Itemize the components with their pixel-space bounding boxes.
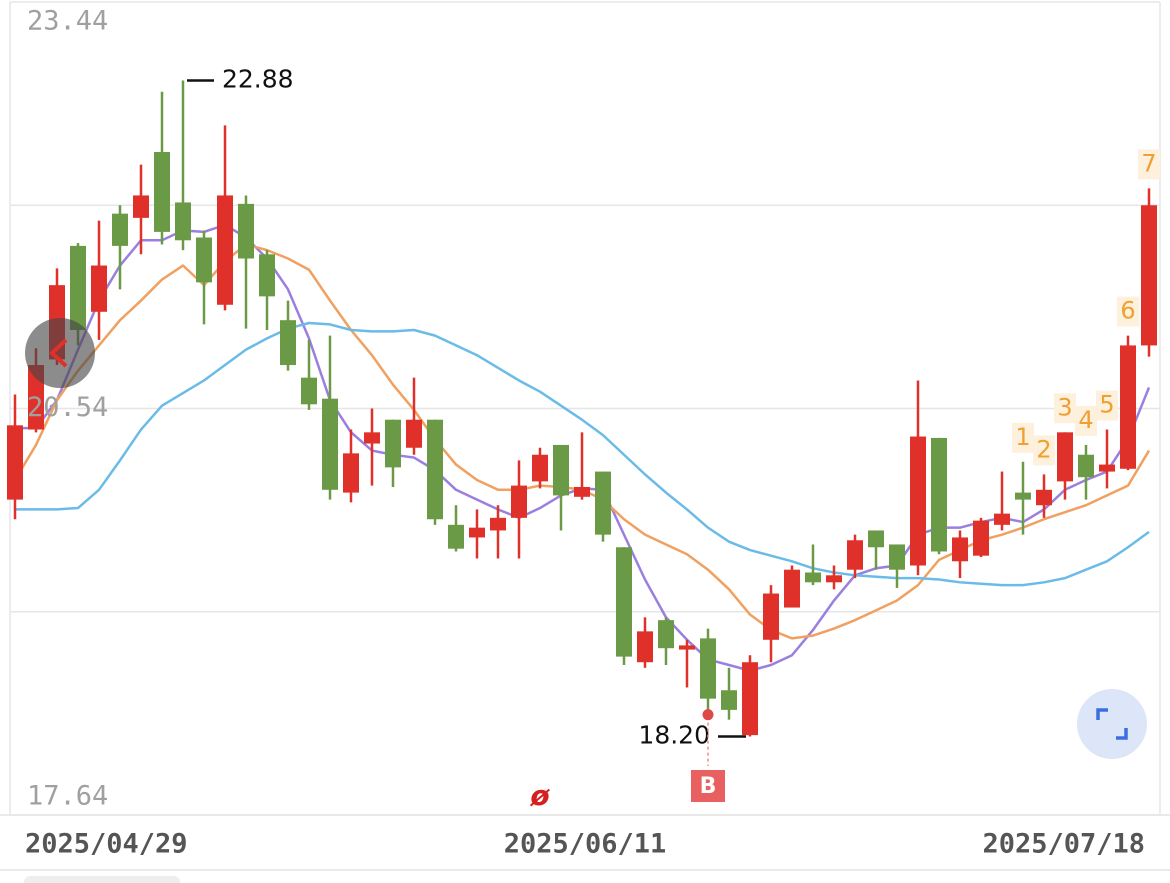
candle-body [322, 398, 338, 490]
candle-body [427, 419, 443, 520]
signal-label: 5 [1099, 391, 1114, 419]
candle-body [238, 203, 254, 259]
back-button-bg[interactable] [25, 318, 95, 388]
candle-body [931, 437, 947, 552]
candle-body [343, 453, 359, 493]
candle-body [952, 537, 968, 562]
candle-body [847, 540, 863, 570]
candle-body [1099, 464, 1115, 472]
candles [7, 80, 1157, 737]
back-icon[interactable] [49, 338, 68, 368]
signal-bg [1054, 393, 1076, 424]
fullscreen-button-bg[interactable] [1077, 689, 1147, 759]
candle-body [1015, 492, 1031, 500]
candle-body [1036, 489, 1052, 506]
labels: 17.64 20.54 23.44 2025/04/29 2025/06/11 2025/… [25, 6, 1160, 860]
x-tick-label: 2025/04/29 [25, 829, 188, 860]
fullscreen-icon[interactable] [1116, 728, 1128, 740]
candle-body [1120, 345, 1136, 469]
back-button[interactable] [25, 318, 95, 388]
candle-body [448, 524, 464, 549]
candle-body [532, 454, 548, 482]
candle-body [994, 513, 1010, 525]
fullscreen-icon[interactable] [1096, 708, 1108, 720]
candle-body [364, 432, 380, 444]
candle-body [574, 486, 590, 497]
candle-body [511, 485, 527, 518]
candle-body [406, 419, 422, 448]
signal-bg [1075, 405, 1097, 436]
low-label: 18.20 [638, 721, 710, 750]
candle-body [805, 572, 821, 583]
candle-body [784, 569, 800, 608]
candle-body [889, 544, 905, 570]
candle-body [133, 195, 149, 218]
candle-body [721, 690, 737, 710]
signal-bg [1117, 296, 1139, 327]
grid [9, 1, 1161, 816]
signal-label: 2 [1036, 435, 1051, 463]
signal-label: 4 [1078, 406, 1093, 434]
ma-line [15, 321, 1150, 587]
candle-body [217, 195, 233, 305]
candle-body [826, 575, 842, 583]
y-tick-label: 23.44 [27, 6, 108, 37]
candle-body [595, 471, 611, 535]
signal-label: 3 [1057, 393, 1072, 421]
signal-label: 6 [1120, 297, 1135, 325]
candle-body [175, 202, 191, 241]
signal-label: 7 [1141, 149, 1156, 177]
candle-body [301, 377, 317, 405]
candle-body [910, 436, 926, 566]
signal-bg [1138, 149, 1160, 180]
volume-tab[interactable] [24, 876, 180, 883]
candle-body [280, 320, 296, 366]
candle-body [742, 662, 758, 736]
y-tick-label: 17.64 [27, 781, 108, 812]
symbol: ø [529, 779, 550, 812]
candle-body [7, 425, 23, 500]
signal-bg [1033, 435, 1055, 466]
x-tick-label: 2025/07/18 [982, 829, 1145, 860]
candle-body [1057, 432, 1073, 482]
candle-body [763, 593, 779, 640]
trade-label: B [700, 774, 717, 799]
trade-dot [702, 709, 714, 721]
candle-body [637, 631, 653, 663]
candle-body [868, 530, 884, 548]
candle-body [616, 547, 632, 657]
candle-body [553, 444, 569, 496]
trade-badge [691, 770, 725, 802]
signal-bg [1012, 422, 1034, 453]
candle-body [469, 527, 485, 538]
fullscreen-button[interactable] [1077, 689, 1147, 759]
candle-body [1078, 454, 1094, 478]
high-label: 22.88 [222, 64, 294, 93]
candle-body [112, 213, 128, 246]
candle-body [1141, 205, 1157, 346]
candle-body [973, 520, 989, 556]
candle-body [679, 645, 695, 650]
candle-body [385, 419, 401, 468]
y-tick-label: 20.54 [27, 392, 108, 423]
candle-body [490, 517, 506, 531]
candle-body [154, 151, 170, 232]
candle-body [70, 245, 86, 331]
candle-body [658, 620, 674, 649]
candle-body [196, 237, 212, 283]
x-tick-label: 2025/06/11 [504, 829, 667, 860]
candle-body [259, 254, 275, 297]
signal-bg [1096, 390, 1118, 421]
signal-label: 1 [1015, 423, 1030, 451]
candle-body [91, 265, 107, 312]
candle-body [700, 638, 716, 699]
